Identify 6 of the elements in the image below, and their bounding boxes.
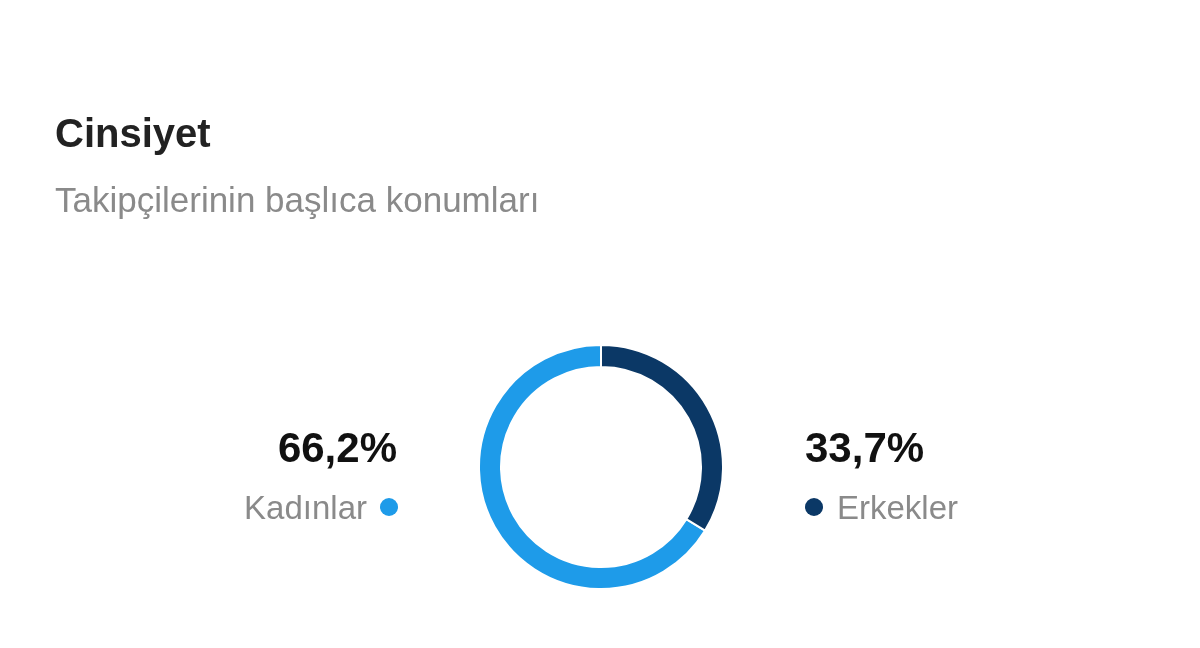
data-label: 33,7% — [805, 424, 925, 471]
chart-title: Cinsiyet — [55, 111, 211, 155]
slice-label: Kadınlar — [244, 489, 367, 526]
chart-subtitle: Takipçilerinin başlıca konumları — [55, 180, 540, 219]
data-label: 66,2% — [277, 424, 397, 471]
legend-label: Erkekler — [837, 489, 959, 526]
